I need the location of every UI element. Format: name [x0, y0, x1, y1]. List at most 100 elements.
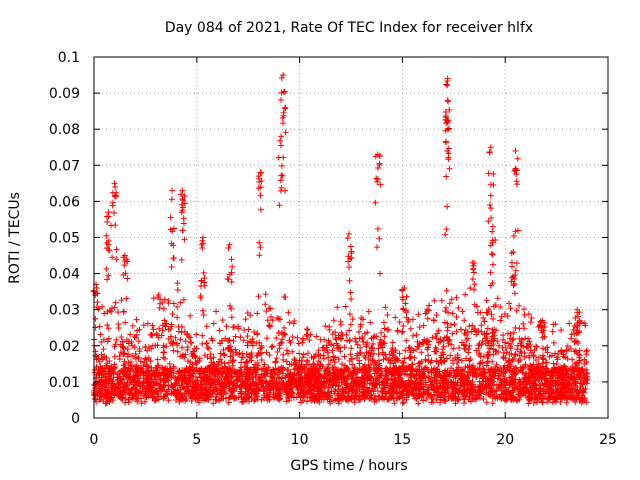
data-point	[204, 353, 211, 360]
data-point	[118, 334, 125, 341]
data-point	[402, 300, 409, 307]
data-point	[542, 381, 549, 388]
data-point	[414, 393, 421, 400]
data-point	[288, 361, 295, 368]
data-point	[494, 295, 501, 302]
data-point	[313, 333, 320, 340]
data-point	[445, 309, 452, 316]
data-point	[203, 340, 210, 347]
data-point	[378, 393, 385, 400]
data-point	[489, 251, 496, 258]
data-point	[132, 334, 139, 341]
data-point	[389, 347, 396, 354]
data-point	[273, 355, 280, 362]
data-point	[353, 338, 360, 345]
data-point	[503, 377, 510, 384]
data-point	[146, 383, 153, 390]
data-point	[285, 309, 292, 316]
data-point	[142, 386, 149, 393]
data-point	[251, 361, 258, 368]
data-point	[387, 365, 394, 372]
data-point	[113, 246, 120, 253]
data-point	[370, 350, 377, 357]
data-point	[512, 324, 519, 331]
data-point	[263, 308, 270, 315]
data-point	[566, 320, 573, 327]
data-point	[197, 292, 204, 299]
data-point	[346, 277, 353, 284]
data-point	[423, 396, 430, 403]
data-point	[345, 366, 352, 373]
data-point	[512, 228, 519, 235]
data-point	[240, 380, 247, 387]
data-point	[280, 112, 287, 119]
data-point	[325, 361, 332, 368]
data-point	[492, 327, 499, 334]
x-tick-label: 0	[90, 432, 99, 448]
data-point	[257, 345, 264, 352]
data-point	[569, 356, 576, 363]
data-point	[137, 358, 144, 365]
data-point	[110, 209, 117, 216]
data-point	[390, 395, 397, 402]
data-point	[215, 369, 222, 376]
data-point	[346, 311, 353, 318]
data-point	[326, 323, 333, 330]
data-point	[251, 329, 258, 336]
data-point	[265, 364, 272, 371]
data-point	[429, 395, 436, 402]
data-point	[351, 395, 358, 402]
data-point	[327, 370, 334, 377]
data-point	[278, 142, 285, 149]
data-point	[396, 394, 403, 401]
data-point	[278, 162, 285, 169]
data-point	[283, 398, 290, 405]
data-point	[467, 285, 474, 292]
data-point	[506, 392, 513, 399]
data-point	[135, 354, 142, 361]
data-point	[172, 334, 179, 341]
data-point	[183, 378, 190, 385]
data-point	[259, 384, 266, 391]
data-point	[411, 381, 418, 388]
data-point	[94, 290, 101, 297]
data-point	[490, 366, 497, 373]
data-point	[484, 325, 491, 332]
data-point	[166, 360, 173, 367]
data-point	[583, 351, 590, 358]
data-point	[382, 365, 389, 372]
data-point	[329, 347, 336, 354]
data-point	[161, 387, 168, 394]
data-point	[161, 317, 168, 324]
data-point	[354, 341, 361, 348]
data-point	[306, 336, 313, 343]
data-point	[344, 373, 351, 380]
data-point	[457, 382, 464, 389]
data-point	[242, 316, 249, 323]
data-point	[286, 319, 293, 326]
data-point	[527, 366, 534, 373]
data-point	[191, 345, 198, 352]
data-point	[367, 373, 374, 380]
data-point	[444, 75, 451, 82]
data-point	[168, 321, 175, 328]
data-point	[196, 370, 203, 377]
data-point	[115, 391, 122, 398]
data-point	[576, 354, 583, 361]
data-point	[135, 378, 142, 385]
data-point	[373, 361, 380, 368]
data-point	[530, 352, 537, 359]
data-point	[205, 345, 212, 352]
data-point	[400, 322, 407, 329]
data-point	[542, 359, 549, 366]
data-point	[488, 311, 495, 318]
data-point	[512, 267, 519, 274]
data-point	[518, 342, 525, 349]
data-point	[283, 347, 290, 354]
data-point	[511, 168, 518, 175]
data-point	[178, 209, 185, 216]
data-point	[217, 340, 224, 347]
data-point	[299, 354, 306, 361]
data-point	[489, 237, 496, 244]
data-point	[253, 352, 260, 359]
